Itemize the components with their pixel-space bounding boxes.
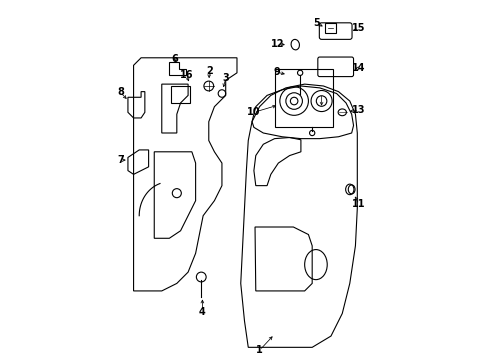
Text: 13: 13: [352, 105, 365, 116]
Text: 11: 11: [352, 199, 365, 210]
Text: 8: 8: [117, 87, 123, 98]
Text: 1: 1: [256, 345, 263, 355]
Bar: [274, 69, 332, 127]
Bar: [325, 23, 335, 33]
Text: 9: 9: [272, 67, 279, 77]
Text: 2: 2: [205, 66, 212, 76]
Text: 4: 4: [199, 307, 205, 316]
Text: 7: 7: [117, 155, 123, 165]
Text: 12: 12: [270, 39, 284, 49]
Text: 3: 3: [222, 73, 228, 84]
Text: 14: 14: [352, 63, 365, 73]
Text: 10: 10: [246, 107, 260, 117]
Text: 15: 15: [352, 23, 365, 33]
Text: 5: 5: [313, 18, 320, 28]
Text: 6: 6: [171, 54, 178, 64]
Text: 16: 16: [179, 70, 193, 80]
